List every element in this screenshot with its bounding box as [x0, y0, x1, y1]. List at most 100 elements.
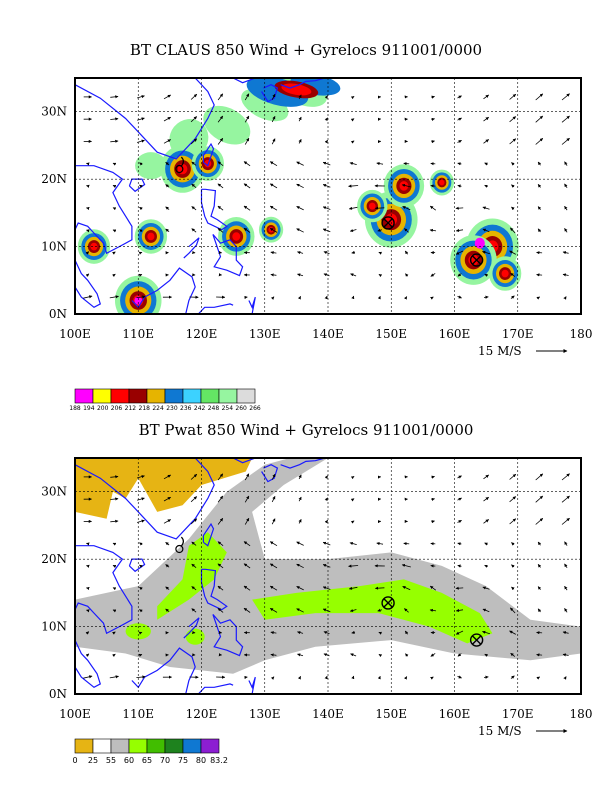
wind-vector — [378, 251, 383, 255]
wind-vector — [86, 542, 90, 546]
wind-vector — [297, 676, 301, 680]
wind-vector — [401, 563, 411, 568]
wind-vector — [564, 183, 568, 189]
wind-vector — [350, 520, 355, 524]
wind-vector — [402, 206, 411, 211]
gyre-location-marker — [381, 596, 395, 610]
wind-vector — [85, 653, 90, 657]
wind-vector — [510, 675, 515, 679]
wind-vector — [536, 676, 540, 680]
wind-vector — [562, 251, 569, 255]
wind-vector — [271, 116, 276, 123]
wind-vector — [562, 273, 569, 277]
coastline — [202, 522, 215, 547]
wind-vector — [165, 541, 170, 546]
wind-vector — [190, 496, 198, 503]
wind-vector — [139, 542, 143, 546]
longitude-tick-label: 150E — [375, 707, 407, 721]
wind-vector — [430, 184, 436, 188]
colorbar-label: 260 — [235, 405, 247, 412]
wind-vector — [561, 115, 570, 123]
wind-vector — [484, 184, 488, 188]
claus-gridlines — [75, 78, 581, 314]
wind-vector — [377, 228, 383, 232]
longitude-tick-label: 110E — [122, 327, 154, 341]
wind-vector — [139, 184, 143, 188]
wind-vector — [455, 630, 464, 635]
wind-vector — [112, 565, 117, 568]
wind-vector — [536, 653, 543, 657]
wind-vector — [350, 95, 355, 100]
wind-vector — [296, 161, 304, 166]
wind-vector — [163, 496, 171, 502]
wind-vector — [323, 631, 330, 635]
wind-vector — [455, 250, 464, 255]
wind-vector — [298, 474, 302, 480]
wind-vector — [296, 563, 304, 569]
wind-vector — [217, 93, 224, 101]
wind-vector — [484, 564, 488, 568]
coastline — [131, 647, 196, 694]
wind-vector — [350, 140, 355, 144]
longitude-tick-label: 170E — [502, 327, 534, 341]
latitude-tick-label: 10N — [41, 240, 67, 254]
colorbar-swatch — [236, 388, 256, 404]
wind-vector — [322, 608, 331, 613]
wind-vector — [404, 250, 409, 255]
colorbar-swatch — [182, 388, 202, 404]
colorbar-label: 25 — [88, 756, 98, 765]
wind-vector — [163, 139, 171, 144]
wind-vector — [270, 631, 277, 635]
wind-vector — [322, 206, 331, 210]
wind-vector — [511, 542, 515, 546]
colorbar-label: 218 — [139, 405, 151, 412]
wind-vector — [402, 586, 411, 591]
pwat-map — [74, 457, 582, 695]
wind-vector — [269, 227, 278, 233]
wind-vector — [429, 205, 437, 211]
wind-vector — [217, 115, 224, 123]
wind-vector — [136, 139, 145, 143]
wind-vector — [564, 205, 568, 211]
wind-vector — [322, 541, 331, 546]
wind-vector — [244, 473, 250, 481]
wind-vector — [243, 563, 251, 569]
field-patch — [252, 579, 493, 644]
latitude-tick-label: 0N — [49, 687, 67, 701]
wind-vector — [351, 250, 355, 254]
wind-vector — [457, 184, 462, 188]
field-patch — [75, 458, 253, 519]
wind-vector — [455, 228, 464, 233]
gyre-location-marker — [469, 253, 484, 267]
wind-vector — [457, 139, 462, 144]
colorbar-label: 212 — [125, 405, 137, 412]
wind-vector — [244, 93, 250, 101]
wind-vector — [564, 541, 568, 546]
wind-vector — [349, 541, 357, 546]
longitude-tick-label: 130E — [249, 707, 281, 721]
wind-vector — [457, 162, 462, 166]
coastline — [200, 188, 228, 231]
claus-gyre-markers — [175, 156, 484, 267]
wind-vector — [191, 228, 197, 233]
wind-vector — [190, 93, 198, 100]
field-patch — [439, 179, 445, 186]
wind-vector — [535, 137, 544, 145]
wind-vector — [484, 542, 488, 546]
wind-vector — [374, 586, 385, 590]
wind-vector — [243, 161, 251, 167]
wind-vector — [217, 541, 224, 547]
wind-vector — [296, 608, 304, 613]
longitude-tick-label: 100E — [59, 327, 91, 341]
colorbar-swatch — [146, 738, 166, 754]
wind-vector — [482, 608, 490, 613]
wind-vector — [509, 473, 517, 480]
wind-vector — [139, 162, 143, 166]
wind-vector — [112, 653, 116, 658]
wind-vector — [110, 95, 119, 99]
wind-vector — [376, 542, 384, 546]
field-patch — [135, 152, 167, 180]
wind-vector — [217, 183, 224, 189]
latitude-tick-label: 10N — [41, 620, 67, 634]
wind-vector — [270, 273, 277, 277]
